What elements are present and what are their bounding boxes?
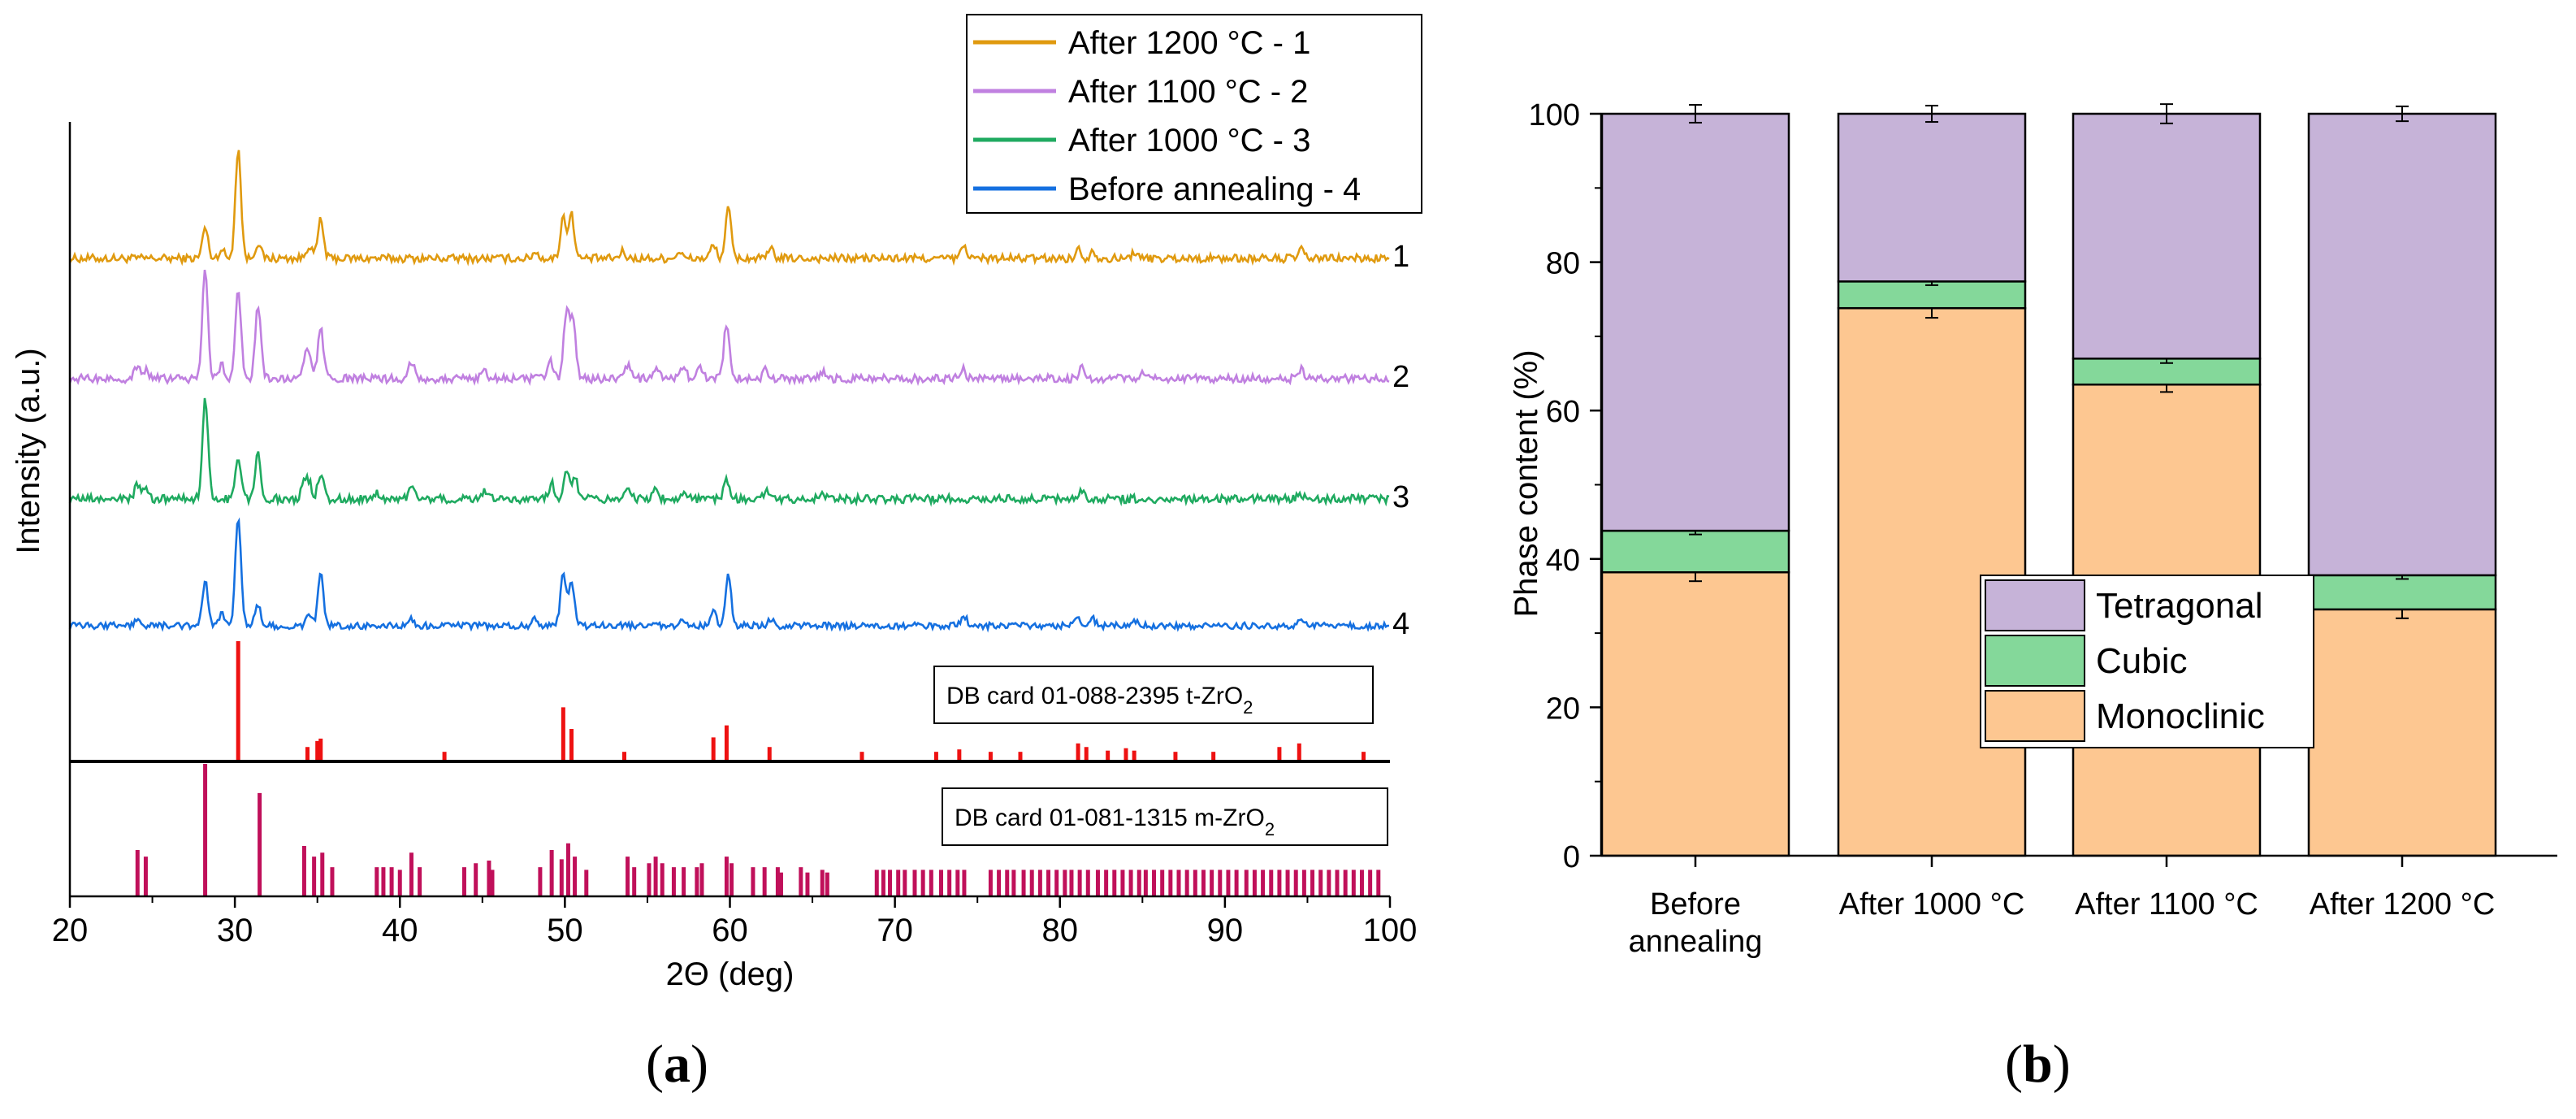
y-tick-label-0: 0	[1563, 840, 1580, 874]
bar-segment-monoclinic-1	[1600, 570, 1790, 857]
y-tick-label-40: 40	[1546, 544, 1580, 578]
xrd-series-line-2	[68, 269, 1390, 387]
legend-swatch-tetragonal	[1985, 579, 2085, 631]
x-axis-title: 2Θ (deg)	[666, 956, 794, 992]
x-tick-label-90: 90	[1207, 913, 1244, 948]
y-tick-label-20: 20	[1546, 692, 1580, 726]
legend-label-2: After 1100 °C - 2	[1068, 74, 1308, 110]
legend-swatch-cubic	[1985, 635, 2085, 687]
y-tick-label-80: 80	[1546, 247, 1580, 281]
x-tick-label-40: 40	[382, 913, 418, 948]
panel-label-b: (b)	[2005, 1034, 2071, 1094]
bar-segment-monoclinic-4	[2307, 608, 2497, 857]
series-number-label-4: 4	[1392, 607, 1409, 641]
y-axis-title: Phase content (%)	[1509, 349, 1544, 617]
legend-label-4: Before annealing - 4	[1068, 171, 1361, 207]
ref-card-label-subscript-2: 2	[1265, 819, 1275, 839]
ref-card-box-1	[933, 666, 1374, 724]
bar-segment-cubic-1	[1600, 529, 1790, 574]
category-label-4-line-1: After 1200 °C	[2310, 887, 2496, 922]
ref-card-label-subscript-1: 2	[1243, 697, 1253, 718]
ref-card-label-text-1: DB card 01-088-2395 t-ZrO	[946, 683, 1243, 709]
legend-label-cubic: Cubic	[2096, 641, 2188, 681]
panel-label-a-letter: a	[663, 1034, 691, 1094]
x-tick-label-60: 60	[712, 913, 748, 948]
ref-card-label-2: DB card 01-081-1315 m-ZrO2	[955, 805, 1275, 839]
legend-label-3: After 1000 °C - 3	[1068, 123, 1310, 158]
category-label-1-line-2: annealing	[1629, 925, 1763, 959]
xrd-series-line-4	[68, 517, 1389, 633]
panel-label-b-letter: b	[2022, 1034, 2053, 1094]
xrd-series-line-3	[68, 397, 1390, 507]
series-number-label-1: 1	[1392, 240, 1409, 274]
series-number-label-3: 3	[1392, 480, 1409, 514]
bar-segment-tetragonal-4	[2307, 112, 2497, 577]
y-tick-label-100: 100	[1529, 98, 1580, 132]
series-number-label-2: 2	[1392, 360, 1409, 394]
legend-label-1: After 1200 °C - 1	[1068, 25, 1310, 61]
category-label-2-line-1: After 1000 °C	[1839, 887, 2025, 922]
bar-segment-cubic-4	[2307, 574, 2497, 611]
legend-swatch-monoclinic	[1985, 690, 2085, 742]
ref-card-box-2	[942, 787, 1388, 846]
legend-box	[966, 14, 1422, 214]
y-tick-label-60: 60	[1546, 395, 1580, 429]
bar-segment-tetragonal-2	[1837, 112, 2027, 283]
legend-label-monoclinic: Monoclinic	[2096, 696, 2265, 736]
legend-label-tetragonal: Tetragonal	[2096, 586, 2262, 626]
category-label-3-line-1: After 1100 °C	[2075, 887, 2258, 922]
x-tick-label-50: 50	[547, 913, 583, 948]
bar-segment-tetragonal-3	[2072, 112, 2262, 360]
x-tick-label-30: 30	[217, 913, 253, 948]
x-tick-label-80: 80	[1042, 913, 1079, 948]
category-label-1-line-1: Before	[1650, 887, 1741, 922]
x-tick-label-100: 100	[1363, 913, 1418, 948]
x-tick-label-20: 20	[52, 913, 89, 948]
bar-segment-tetragonal-1	[1600, 112, 1790, 532]
y-axis-title: Intensity (a.u.)	[11, 348, 46, 553]
xrd-series-line-1	[68, 150, 1390, 267]
ref-card-label-text-2: DB card 01-081-1315 m-ZrO	[955, 805, 1265, 831]
x-tick-label-70: 70	[877, 913, 913, 948]
panel-label-a: (a)	[646, 1034, 708, 1094]
ref-card-label-1: DB card 01-088-2395 t-ZrO2	[946, 683, 1253, 718]
